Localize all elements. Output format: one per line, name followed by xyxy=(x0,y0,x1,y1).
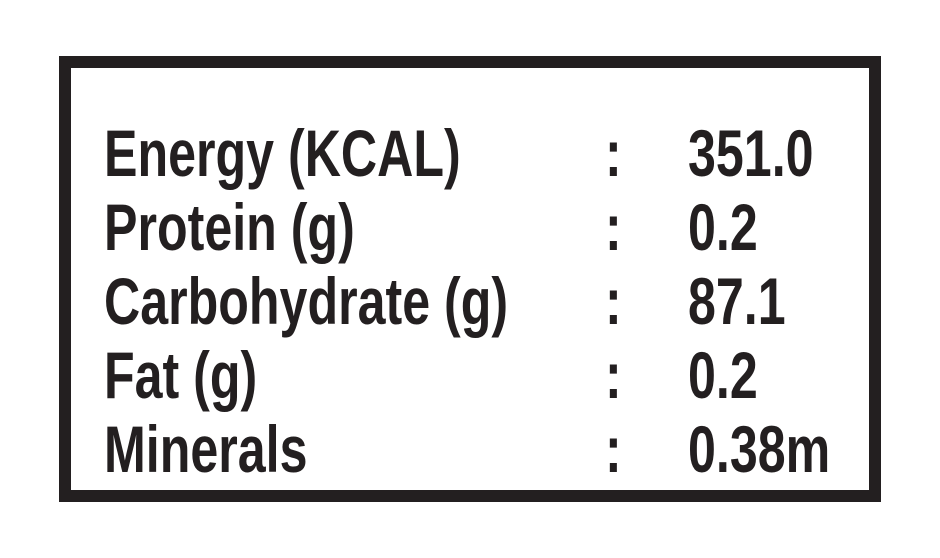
row-value: 351.0 xyxy=(688,116,814,190)
row-label: Minerals xyxy=(104,412,308,486)
separator: : xyxy=(605,264,622,338)
row-value: 0.2 xyxy=(688,190,758,264)
separator: : xyxy=(605,116,622,190)
row-label: Protein (g) xyxy=(104,190,355,264)
separator: : xyxy=(605,412,622,486)
row-value: 0.2 xyxy=(688,338,758,412)
nutrition-table: Energy (KCAL):351.0 Protein (g):0.2 Carboh… xyxy=(59,56,881,502)
separator: : xyxy=(605,190,622,264)
row-label: Carbohydrate (g) xyxy=(104,264,509,338)
row-label: Energy (KCAL) xyxy=(104,116,461,190)
row-value: 87.1 xyxy=(688,264,786,338)
row-value: 0.38m xyxy=(688,412,831,486)
separator: : xyxy=(605,338,622,412)
row-label: Fat (g) xyxy=(104,338,258,412)
